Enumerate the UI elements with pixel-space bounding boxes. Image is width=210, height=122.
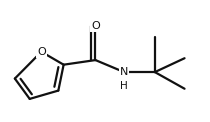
- Text: H: H: [120, 81, 128, 91]
- Text: N: N: [120, 67, 128, 77]
- Text: O: O: [37, 47, 46, 57]
- Text: O: O: [91, 21, 100, 31]
